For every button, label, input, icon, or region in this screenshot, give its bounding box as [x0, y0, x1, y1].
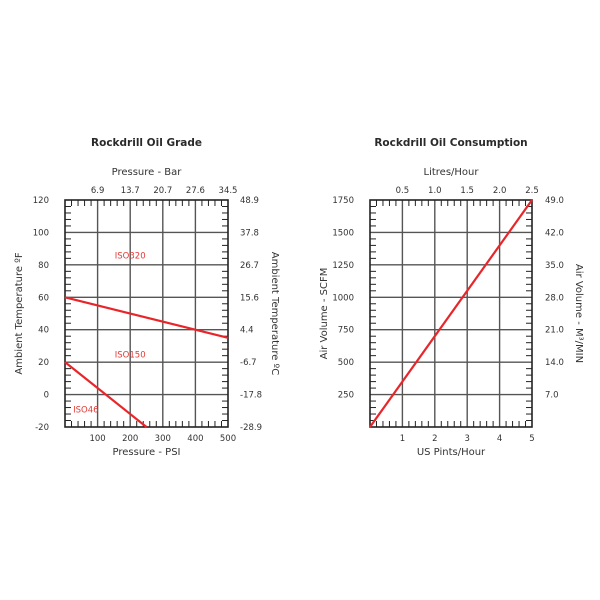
y-tick-label: 20 [38, 358, 49, 368]
right-tick-label: 4.4 [240, 326, 254, 336]
y-tick-label: 1000 [332, 293, 354, 303]
right-tick-label: 7.0 [545, 391, 559, 401]
top-tick-label: 34.5 [219, 186, 238, 196]
y-tick-label: 250 [338, 391, 354, 401]
top-tick-label: 1.0 [428, 186, 442, 196]
plot-frame [64, 199, 229, 428]
top-axis-label: Pressure - Bar [112, 167, 183, 178]
y-tick-label: 0 [44, 391, 49, 401]
x-tick-label: 200 [122, 434, 138, 444]
top-tick-label: 1.5 [460, 186, 474, 196]
y-tick-label: 1750 [332, 196, 354, 206]
top-tick-label: 0.5 [396, 186, 410, 196]
right-axis-label: Air Volume - M³/MIN [573, 264, 584, 363]
y-tick-label: 750 [338, 326, 354, 336]
right-tick-label: 42.0 [545, 228, 564, 238]
x-tick-label: 100 [89, 434, 105, 444]
x-tick-label: 300 [155, 434, 171, 444]
x-axis-label: US Pints/Hour [417, 447, 486, 458]
y-tick-label: 60 [38, 293, 49, 303]
x-tick-label: 1 [400, 434, 405, 444]
right-tick-label: 15.6 [240, 293, 259, 303]
chart-title: Rockdrill Oil Consumption [374, 137, 527, 149]
right-tick-label: -6.7 [240, 358, 257, 368]
top-tick-label: 2.5 [525, 186, 539, 196]
right-tick-label: 49.0 [545, 196, 564, 206]
right-tick-label: 37.8 [240, 228, 259, 238]
top-tick-label: 6.9 [91, 186, 105, 196]
y-axis-label: Ambient Temperature ºF [14, 252, 25, 375]
right-tick-label: 21.0 [545, 326, 564, 336]
x-tick-label: 2 [432, 434, 437, 444]
y-tick-label: 100 [33, 228, 49, 238]
annotation-label: ISO320 [115, 251, 146, 261]
right-tick-label: 35.0 [545, 261, 564, 271]
top-tick-label: 2.0 [493, 186, 507, 196]
y-tick-label: -20 [35, 423, 49, 433]
annotation-label: ISO46 [73, 405, 98, 415]
x-tick-label: 3 [464, 434, 469, 444]
y-tick-label: 80 [38, 261, 49, 271]
x-tick-label: 4 [497, 434, 502, 444]
plot-frame [369, 199, 533, 428]
right-tick-label: 14.0 [545, 358, 564, 368]
x-axis-label: Pressure - PSI [113, 447, 181, 458]
annotation-label: ISO150 [115, 350, 146, 360]
y-axis-label: Air Volume - SCFM [319, 268, 330, 360]
chart-title: Rockdrill Oil Grade [91, 137, 202, 149]
top-tick-label: 20.7 [153, 186, 172, 196]
x-tick-label: 500 [220, 434, 236, 444]
series-line [369, 199, 533, 428]
y-tick-label: 1250 [332, 261, 354, 271]
right-tick-label: 48.9 [240, 196, 259, 206]
x-tick-label: 5 [529, 434, 534, 444]
top-tick-label: 27.6 [186, 186, 205, 196]
y-tick-label: 1500 [332, 228, 354, 238]
y-tick-label: 40 [38, 326, 49, 336]
y-tick-label: 120 [33, 196, 49, 206]
top-tick-label: 13.7 [121, 186, 140, 196]
oil-consumption-chart: Rockdrill Oil Consumption 1 2 3 4 5 0.5 1.0 1.5 2… [319, 137, 584, 458]
series-line [64, 361, 148, 428]
oil-grade-chart: Rockdrill Oil Grade ISO320 ISO150 ISO46 100 2… [14, 137, 280, 458]
y-tick-label: 500 [338, 358, 354, 368]
series-line [64, 296, 229, 339]
top-axis-label: Litres/Hour [424, 167, 480, 178]
right-tick-label: -28.9 [240, 423, 262, 433]
x-tick-label: 400 [187, 434, 203, 444]
right-tick-label: 28.0 [545, 293, 564, 303]
right-tick-label: -17.8 [240, 391, 262, 401]
right-axis-label: Ambient Temperature ºC [269, 252, 280, 376]
right-tick-label: 26.7 [240, 261, 259, 271]
